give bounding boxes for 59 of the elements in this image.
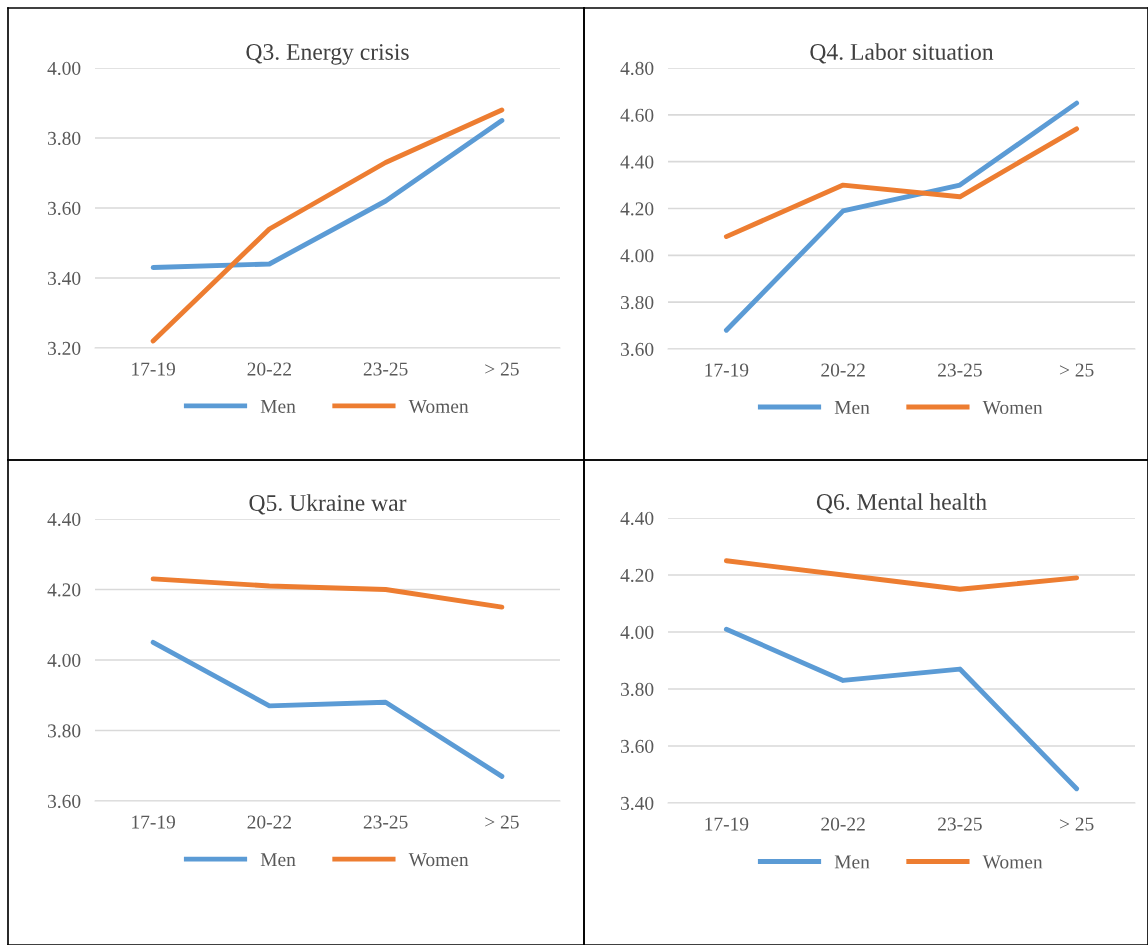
chart-title: Q3. Energy crisis — [246, 44, 409, 65]
x-tick-label: 20-22 — [821, 817, 865, 831]
y-tick-label: 4.20 — [620, 202, 654, 216]
legend-label: Men — [260, 853, 296, 867]
y-tick-label: 4.40 — [620, 155, 654, 169]
line-series — [150, 576, 505, 610]
y-tick-label: 3.60 — [621, 342, 654, 357]
line-series — [150, 118, 505, 270]
line-series — [150, 107, 505, 344]
y-tick-label: 3.40 — [621, 796, 654, 811]
line-series — [723, 100, 1080, 333]
x-tick-label: 17-19 — [705, 817, 749, 831]
chart-title: Q5. Ukraine war — [249, 494, 407, 515]
y-tick-label: 4.00 — [47, 61, 81, 76]
x-tick-label: 23-25 — [363, 362, 408, 376]
y-tick-label: 3.80 — [48, 131, 81, 146]
y-tick-label: 3.80 — [621, 295, 654, 310]
legend-label: Men — [834, 855, 870, 869]
y-tick-label: 4.40 — [47, 512, 81, 527]
y-tick-label: 4.20 — [47, 583, 81, 597]
y-tick-label: 3.80 — [621, 682, 654, 697]
legend-label: Women — [982, 401, 1043, 415]
x-tick-label: > 25 — [485, 362, 519, 376]
legend-label: Women — [408, 399, 469, 414]
x-tick-label: 20-22 — [821, 363, 865, 377]
legend-label: Women — [408, 853, 469, 867]
x-tick-label: 23-25 — [938, 363, 982, 377]
x-tick-label: 17-19 — [705, 363, 749, 377]
y-tick-label: 4.20 — [620, 568, 654, 583]
legend-label: Men — [260, 399, 296, 413]
y-tick-label: 4.60 — [620, 108, 654, 122]
line-series — [723, 126, 1080, 240]
x-tick-label: > 25 — [1059, 817, 1094, 831]
line-series — [723, 558, 1080, 592]
y-tick-label: 3.60 — [48, 201, 81, 216]
x-tick-label: 23-25 — [363, 815, 408, 829]
y-tick-label: 3.60 — [48, 794, 81, 809]
y-tick-label: 4.00 — [620, 249, 654, 263]
chart-title: Q4. Labor situation — [810, 43, 994, 64]
y-tick-label: 4.80 — [620, 61, 654, 76]
chart-title: Q6. Mental health — [816, 493, 987, 514]
legend-label: Men — [834, 401, 870, 415]
y-tick-label: 3.40 — [48, 271, 81, 286]
y-tick-label: 4.00 — [620, 625, 654, 640]
line-series — [150, 639, 505, 779]
x-tick-label: > 25 — [1059, 363, 1094, 377]
x-tick-label: 20-22 — [247, 815, 291, 829]
y-tick-label: 4.00 — [47, 653, 81, 668]
x-tick-label: 17-19 — [132, 362, 176, 376]
y-tick-label: 3.60 — [621, 739, 654, 754]
y-tick-label: 3.80 — [48, 724, 81, 738]
legend-label: Women — [982, 855, 1043, 869]
y-tick-label: 3.20 — [48, 341, 81, 356]
x-tick-label: 23-25 — [938, 817, 982, 831]
x-tick-label: 17-19 — [132, 815, 176, 829]
x-tick-label: > 25 — [485, 815, 519, 829]
line-series — [723, 626, 1080, 792]
y-tick-label: 4.40 — [620, 511, 654, 526]
x-tick-label: 20-22 — [247, 362, 291, 376]
